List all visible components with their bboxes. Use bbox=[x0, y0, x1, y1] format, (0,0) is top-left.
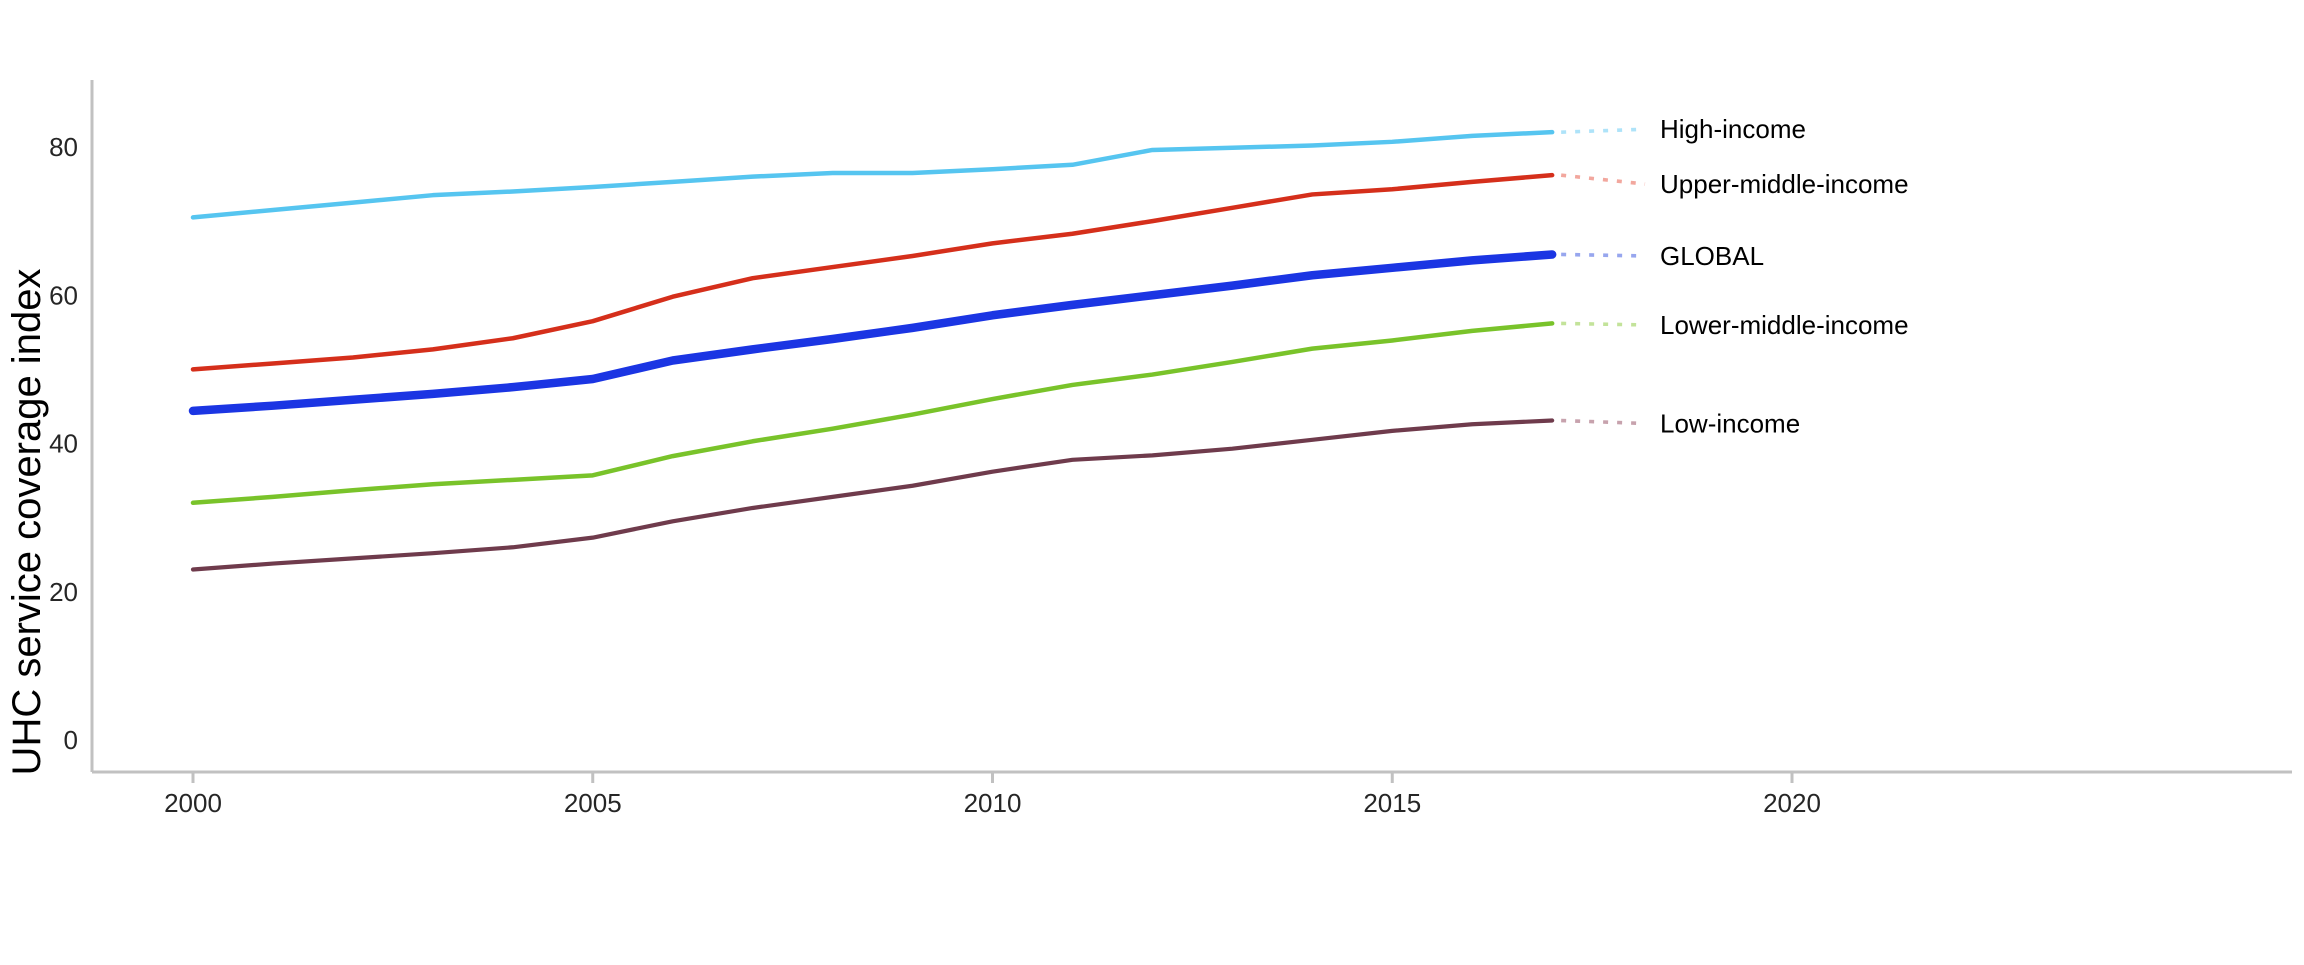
series-line-GLOBAL bbox=[188, 250, 1557, 416]
series-label-High-income: High-income bbox=[1660, 114, 1806, 144]
series-label-layer: High-income Upper-middle-income GLOBAL Lowe… bbox=[1560, 114, 1909, 438]
y-tick-label: 40 bbox=[49, 429, 78, 459]
x-tick-label: 2000 bbox=[164, 788, 222, 818]
x-tick-label: 2010 bbox=[964, 788, 1022, 818]
y-tick-label: 0 bbox=[64, 725, 78, 755]
y-tick-label: 20 bbox=[49, 577, 78, 607]
x-tick-label: 2015 bbox=[1363, 788, 1421, 818]
series-line-High-income bbox=[190, 129, 1555, 220]
label-connector-Low-income bbox=[1561, 418, 1646, 426]
x-tick-label: 2005 bbox=[564, 788, 622, 818]
label-connector-High-income bbox=[1561, 127, 1646, 134]
series-line-Upper-middle-income bbox=[190, 172, 1555, 372]
series-label-Upper-middle-income: Upper-middle-income bbox=[1660, 169, 1909, 199]
x-tick-label: 2020 bbox=[1763, 788, 1821, 818]
label-connector-Lower-middle-income bbox=[1561, 321, 1646, 327]
y-tick-label: 80 bbox=[49, 132, 78, 162]
series-label-Lower-middle-income: Lower-middle-income bbox=[1660, 310, 1909, 340]
series-line-Lower-middle-income bbox=[190, 321, 1555, 506]
y-axis-title: UHC service coverage index bbox=[5, 269, 49, 776]
series-label-Low-income: Low-income bbox=[1660, 408, 1800, 438]
series-label-GLOBAL: GLOBAL bbox=[1660, 241, 1764, 271]
y-tick-label: 60 bbox=[49, 280, 78, 310]
series-layer bbox=[188, 129, 1557, 572]
label-connector-Upper-middle-income bbox=[1560, 173, 1646, 186]
label-connector-GLOBAL bbox=[1561, 252, 1646, 258]
axes-layer: 2000 2005 2010 2015 2020 0 20 40 60 80 bbox=[49, 80, 2292, 818]
series-line-Low-income bbox=[190, 418, 1555, 572]
